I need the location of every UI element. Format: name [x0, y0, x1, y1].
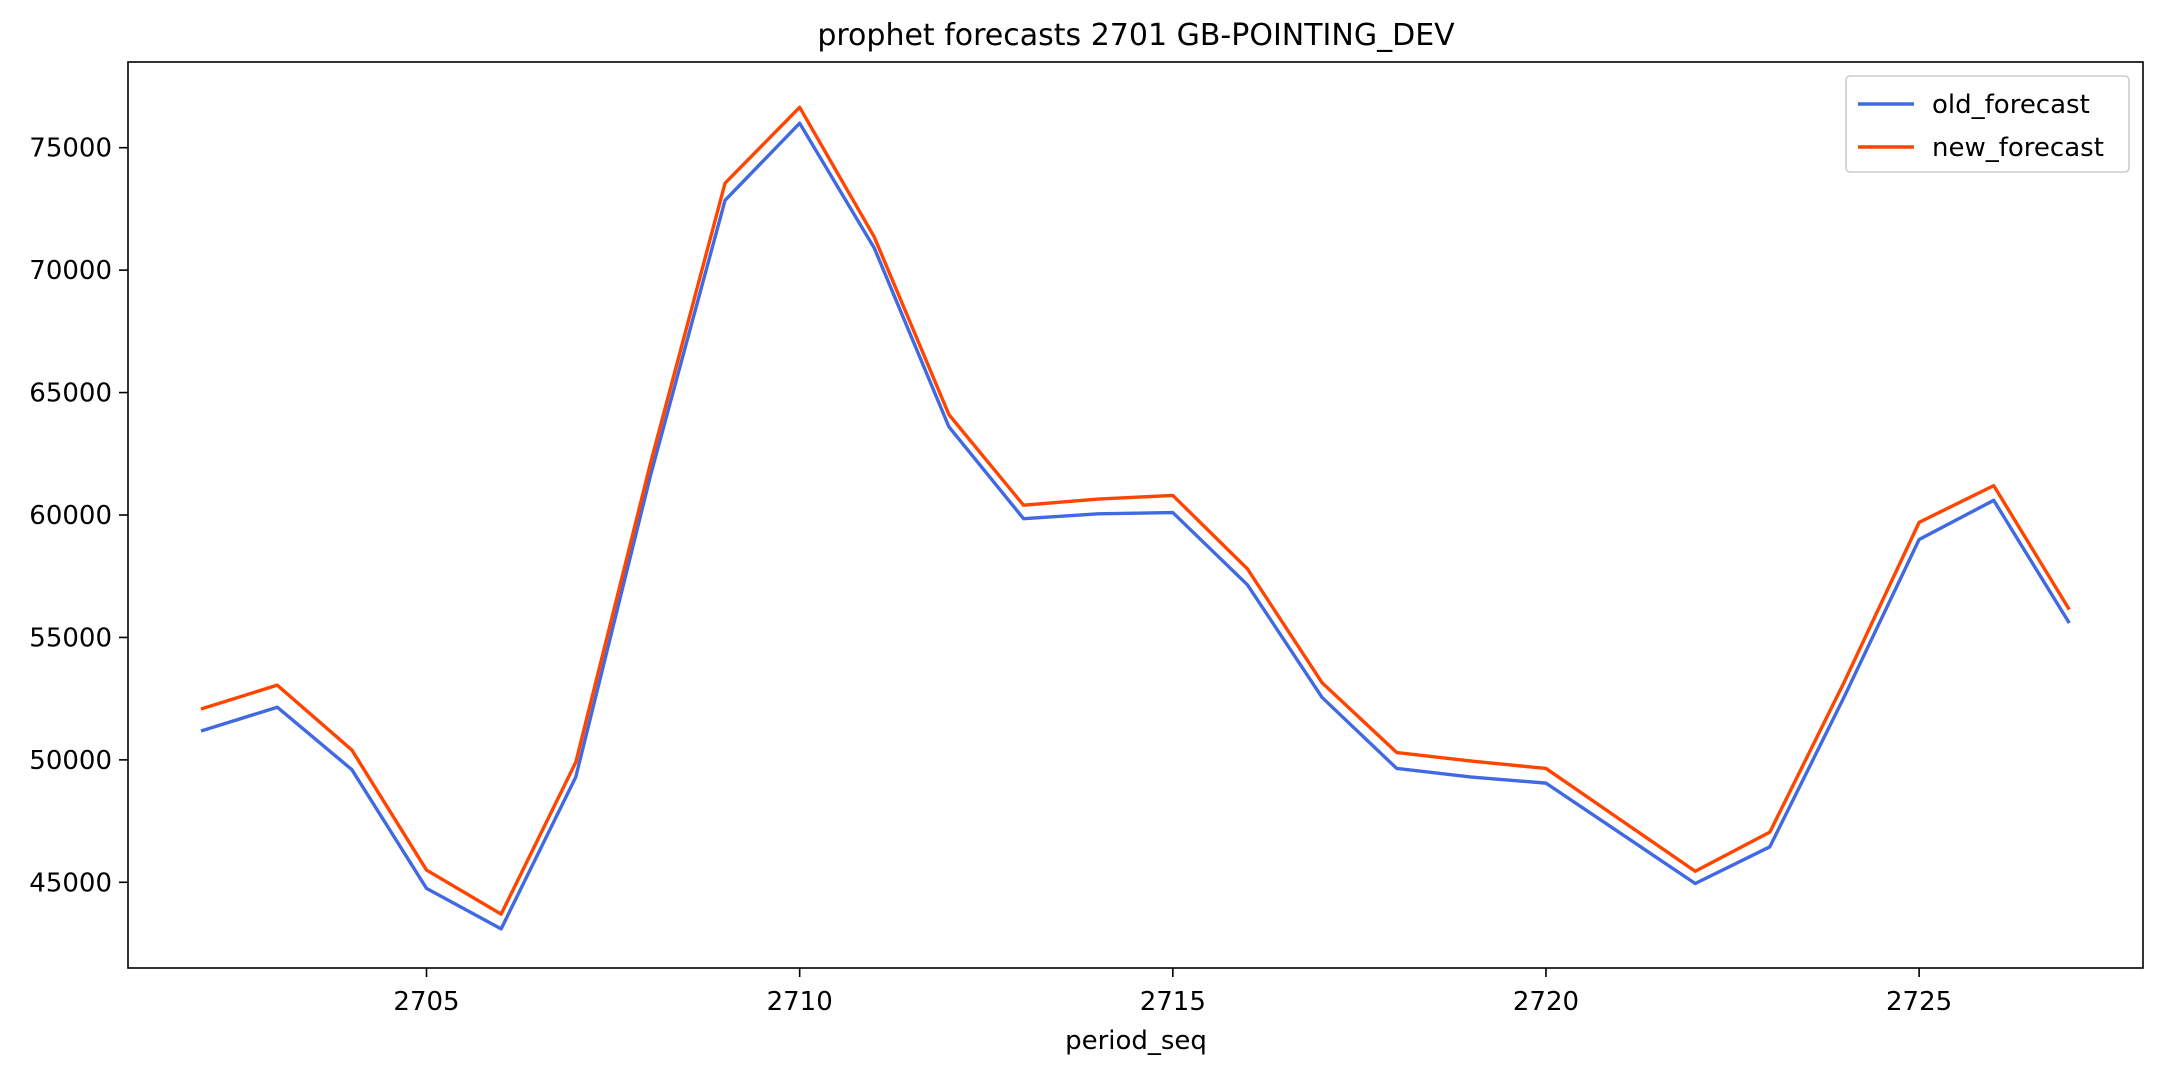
x-tick-label: 2715 [1140, 987, 1206, 1017]
x-tick-label: 2705 [393, 987, 459, 1017]
y-axis: 45000 50000 55000 60000 65000 70000 75000 [29, 134, 128, 898]
y-tick-label: 50000 [29, 746, 112, 776]
y-tick-label: 70000 [29, 256, 112, 286]
series-line-old-forecast [200, 121, 2071, 931]
y-tick-label: 75000 [29, 134, 112, 164]
plot-area [127, 61, 2144, 969]
x-tick-label: 2710 [767, 987, 833, 1017]
series-lines [200, 105, 2071, 931]
x-tick-label: 2725 [1886, 987, 1952, 1017]
legend-box [1845, 75, 2130, 173]
y-tick-label: 45000 [29, 868, 112, 898]
series-line-new-forecast [200, 105, 2071, 916]
x-axis: 2705 2710 2715 2720 2725 [393, 968, 1952, 1017]
chart-title: prophet forecasts 2701 GB-POINTING_DEV [817, 18, 1455, 53]
legend: old_forecast new_forecast [1845, 75, 2130, 173]
legend-label: old_forecast [1932, 90, 2090, 120]
y-tick-label: 65000 [29, 379, 112, 409]
x-axis-label: period_seq [1065, 1026, 1207, 1056]
y-tick-label: 55000 [29, 623, 112, 653]
y-tick-label: 60000 [29, 501, 112, 531]
legend-label: new_forecast [1932, 133, 2104, 163]
x-tick-label: 2720 [1513, 987, 1579, 1017]
